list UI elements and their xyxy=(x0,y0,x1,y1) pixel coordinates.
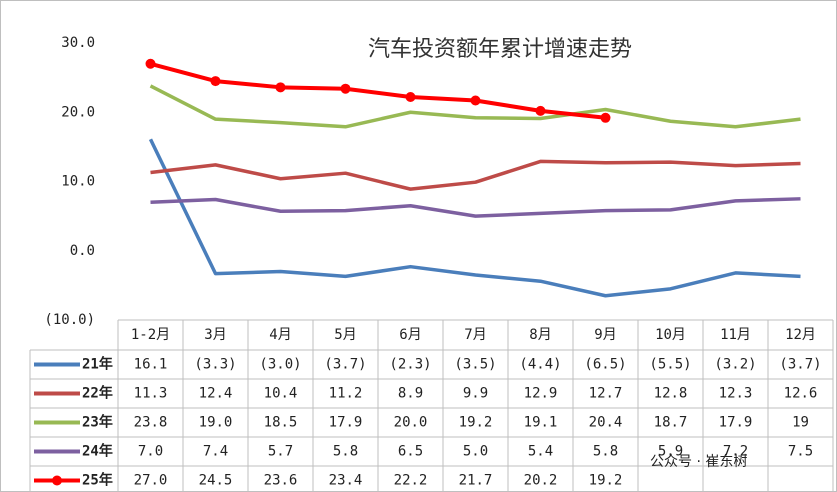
table-cell: 5.8 xyxy=(333,444,358,460)
table-cell: 18.7 xyxy=(654,415,688,431)
table-cell: (4.4) xyxy=(519,357,561,373)
legend-label: 21年 xyxy=(82,356,113,373)
table-cell: 7.4 xyxy=(203,444,228,460)
series-marker xyxy=(145,58,156,69)
table-cell: 24.5 xyxy=(199,473,233,489)
table-cell: 19.0 xyxy=(199,415,233,431)
table-cell: 5.9 xyxy=(658,444,683,460)
legend-label: 22年 xyxy=(82,385,113,402)
x-tick-label: 9月 xyxy=(594,327,616,343)
x-tick-label: 10月 xyxy=(655,327,686,343)
table-cell: 19.2 xyxy=(589,473,623,489)
table-cell: 7.0 xyxy=(138,444,163,460)
table-cell: 12.7 xyxy=(589,386,623,402)
table-cell: 19.2 xyxy=(459,415,493,431)
table-cell: 5.7 xyxy=(268,444,293,460)
table-cell: 12.4 xyxy=(199,386,233,402)
series-marker xyxy=(210,76,221,87)
table-cell: 9.9 xyxy=(463,386,488,402)
table-cell: 19 xyxy=(792,415,809,431)
series-marker xyxy=(405,92,416,103)
legend-label: 24年 xyxy=(82,443,113,460)
series-marker xyxy=(275,82,286,93)
table-cell: 20.2 xyxy=(524,473,558,489)
series-line xyxy=(148,138,801,298)
table-cell: 17.9 xyxy=(719,415,753,431)
table-cell: 5.8 xyxy=(593,444,618,460)
table-cell: 23.8 xyxy=(134,415,168,431)
table-cell: (3.7) xyxy=(324,357,366,373)
table-cell: (6.5) xyxy=(584,357,626,373)
series-line xyxy=(150,197,801,218)
table-cell: 19.1 xyxy=(524,415,558,431)
y-tick-label: 20.0 xyxy=(61,104,95,120)
x-tick-label: 1-2月 xyxy=(131,327,170,343)
table-cell: (3.2) xyxy=(714,357,756,373)
table-cell: (3.5) xyxy=(454,357,496,373)
y-tick-label: 30.0 xyxy=(61,35,95,51)
x-tick-label: 7月 xyxy=(464,327,486,343)
table-cell: 16.1 xyxy=(134,357,168,373)
series-marker xyxy=(535,105,546,116)
table-cell: 12.8 xyxy=(654,386,688,402)
table-cell: (2.3) xyxy=(389,357,431,373)
y-tick-label: 0.0 xyxy=(70,243,95,259)
table-cell: (3.0) xyxy=(259,357,301,373)
series-marker xyxy=(470,95,481,106)
chart-title: 汽车投资额年累计增速走势 xyxy=(368,37,632,62)
x-tick-label: 3月 xyxy=(204,327,226,343)
legend-label: 23年 xyxy=(82,414,113,431)
table-cell: 23.6 xyxy=(264,473,298,489)
table-cell: 20.0 xyxy=(394,415,428,431)
table-cell: 12.9 xyxy=(524,386,558,402)
x-tick-label: 12月 xyxy=(785,327,816,343)
series-line xyxy=(149,61,606,120)
table-cell: 6.5 xyxy=(398,444,423,460)
table-cell: (3.7) xyxy=(779,357,821,373)
table-cell: 5.4 xyxy=(528,444,553,460)
table-cell: (5.5) xyxy=(649,357,691,373)
table-cell: 7.5 xyxy=(788,444,813,460)
table-cell: 7.2 xyxy=(723,444,748,460)
y-tick-label: 10.0 xyxy=(61,174,95,190)
series-marker xyxy=(600,112,611,123)
table-cell: 17.9 xyxy=(329,415,363,431)
table-cell: 8.9 xyxy=(398,386,423,402)
table-cell: 22.2 xyxy=(394,473,428,489)
table-cell: 18.5 xyxy=(264,415,298,431)
table-cell: 20.4 xyxy=(589,415,623,431)
series-marker xyxy=(340,83,351,94)
watermark: 公众号 · 崔东树 xyxy=(650,454,747,470)
x-tick-label: 5月 xyxy=(334,327,356,343)
x-tick-label: 4月 xyxy=(269,327,291,343)
table-cell: 5.0 xyxy=(463,444,488,460)
table-cell: 21.7 xyxy=(459,473,493,489)
legend-label: 25年 xyxy=(82,472,113,489)
series-line xyxy=(150,159,801,191)
y-tick-label: (10.0) xyxy=(44,312,95,328)
table-cell: (3.3) xyxy=(194,357,236,373)
x-tick-label: 6月 xyxy=(399,327,421,343)
table-cell: 12.6 xyxy=(784,386,818,402)
series-line xyxy=(149,84,801,129)
legend-marker xyxy=(52,475,62,486)
table-cell: 10.4 xyxy=(264,386,298,402)
x-tick-label: 8月 xyxy=(529,327,551,343)
table-cell: 11.2 xyxy=(329,386,363,402)
table-cell: 23.4 xyxy=(329,473,363,489)
table-cell: 11.3 xyxy=(134,386,168,402)
table-cell: 27.0 xyxy=(134,473,168,489)
table-cell: 12.3 xyxy=(719,386,753,402)
x-tick-label: 11月 xyxy=(720,327,751,343)
